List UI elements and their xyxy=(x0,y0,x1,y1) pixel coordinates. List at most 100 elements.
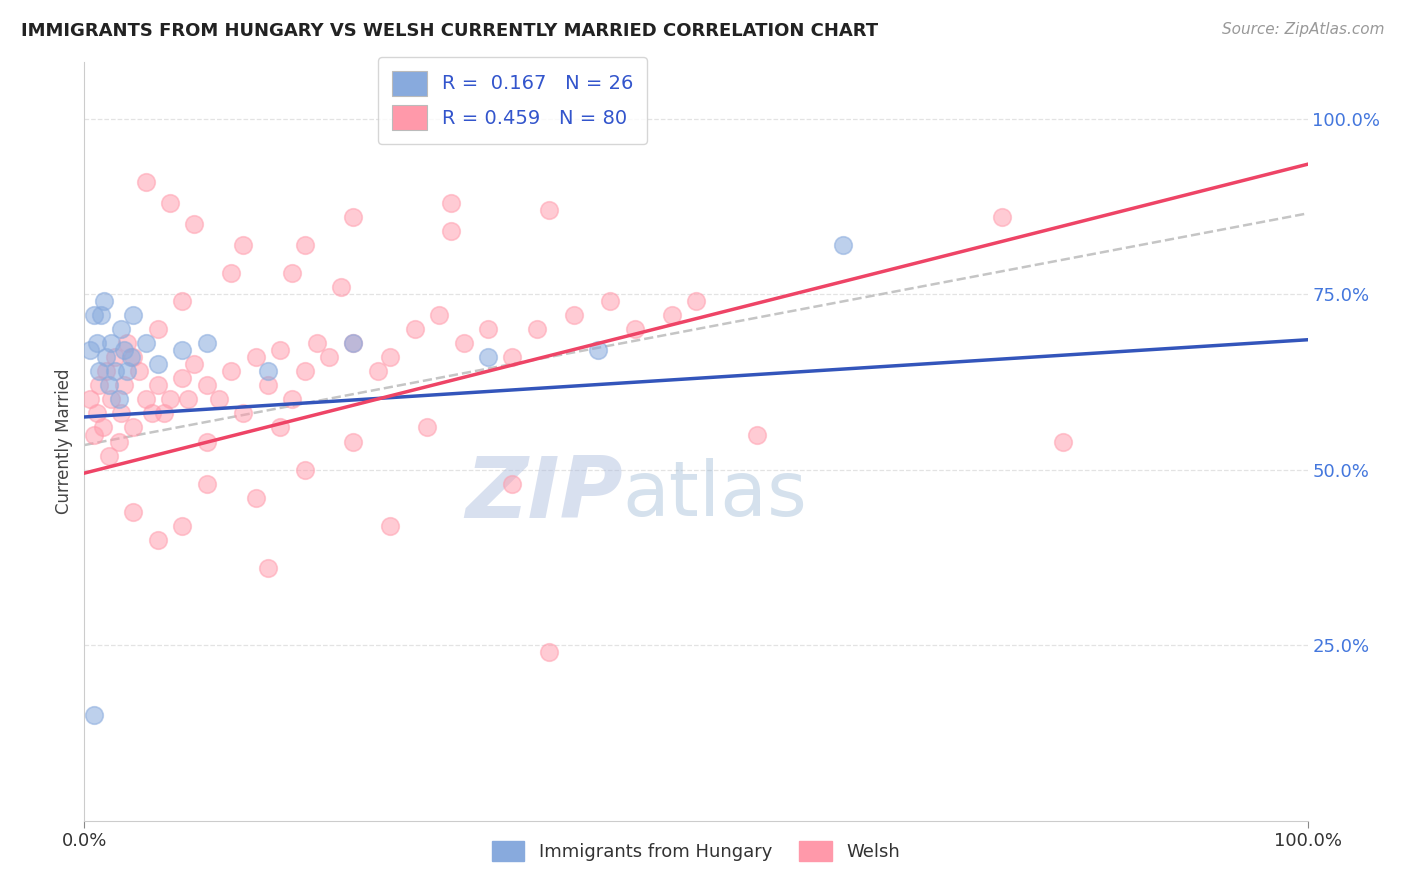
Point xyxy=(269,420,291,434)
Point xyxy=(245,351,267,365)
Point xyxy=(153,407,176,421)
Point xyxy=(477,351,499,365)
Point xyxy=(342,336,364,351)
Point xyxy=(599,294,621,309)
Point xyxy=(107,434,129,449)
Point xyxy=(146,357,169,371)
Point xyxy=(195,378,218,392)
Point xyxy=(90,308,112,322)
Point xyxy=(330,280,353,294)
Point xyxy=(97,449,120,463)
Point xyxy=(87,364,110,378)
Point xyxy=(502,351,524,365)
Point xyxy=(294,462,316,476)
Point xyxy=(122,505,145,519)
Point xyxy=(100,392,122,407)
Point xyxy=(110,322,132,336)
Point xyxy=(104,364,127,378)
Point xyxy=(538,202,561,217)
Point xyxy=(281,392,304,407)
Point xyxy=(257,378,280,392)
Point xyxy=(195,476,218,491)
Point xyxy=(183,357,205,371)
Point xyxy=(747,427,769,442)
Point xyxy=(79,343,101,358)
Point xyxy=(195,434,218,449)
Point xyxy=(685,294,707,309)
Point xyxy=(477,322,499,336)
Point xyxy=(404,322,426,336)
Point xyxy=(128,364,150,378)
Point xyxy=(342,336,364,351)
Point xyxy=(305,336,328,351)
Point xyxy=(177,392,200,407)
Point xyxy=(257,561,280,575)
Point xyxy=(172,518,194,533)
Point xyxy=(141,407,163,421)
Point xyxy=(96,351,118,365)
Point xyxy=(661,308,683,322)
Point xyxy=(1052,434,1074,449)
Point xyxy=(281,266,304,280)
Point xyxy=(562,308,585,322)
Point xyxy=(107,392,129,407)
Point xyxy=(232,407,254,421)
Point xyxy=(115,336,138,351)
Point xyxy=(245,491,267,505)
Point xyxy=(110,407,132,421)
Point xyxy=(367,364,389,378)
Text: ZIP: ZIP xyxy=(465,453,623,536)
Point xyxy=(440,224,463,238)
Point xyxy=(91,420,114,434)
Legend: Immigrants from Hungary, Welsh: Immigrants from Hungary, Welsh xyxy=(485,834,907,869)
Point xyxy=(232,238,254,252)
Point xyxy=(86,336,108,351)
Point xyxy=(257,364,280,378)
Point xyxy=(342,434,364,449)
Point xyxy=(146,322,169,336)
Point xyxy=(172,294,194,309)
Point xyxy=(96,364,118,378)
Point xyxy=(159,392,181,407)
Point xyxy=(831,238,853,252)
Point xyxy=(269,343,291,358)
Point xyxy=(135,175,157,189)
Point xyxy=(115,364,138,378)
Point xyxy=(219,364,242,378)
Point xyxy=(172,343,194,358)
Point xyxy=(318,351,340,365)
Point xyxy=(208,392,231,407)
Text: IMMIGRANTS FROM HUNGARY VS WELSH CURRENTLY MARRIED CORRELATION CHART: IMMIGRANTS FROM HUNGARY VS WELSH CURRENT… xyxy=(21,22,879,40)
Point xyxy=(122,308,145,322)
Point xyxy=(183,217,205,231)
Point xyxy=(294,364,316,378)
Point xyxy=(453,336,475,351)
Point xyxy=(135,392,157,407)
Y-axis label: Currently Married: Currently Married xyxy=(55,368,73,515)
Point xyxy=(83,708,105,723)
Text: Source: ZipAtlas.com: Source: ZipAtlas.com xyxy=(1222,22,1385,37)
Point xyxy=(97,378,120,392)
Point xyxy=(526,322,548,336)
Point xyxy=(146,533,169,547)
Point xyxy=(586,343,609,358)
Point xyxy=(146,378,169,392)
Point xyxy=(538,645,561,659)
Point xyxy=(112,343,135,358)
Point xyxy=(79,392,101,407)
Point xyxy=(83,427,105,442)
Text: atlas: atlas xyxy=(623,458,807,532)
Point xyxy=(120,351,142,365)
Point xyxy=(122,420,145,434)
Point xyxy=(135,336,157,351)
Point xyxy=(104,351,127,365)
Point xyxy=(172,371,194,385)
Point xyxy=(991,210,1014,224)
Point xyxy=(86,407,108,421)
Point xyxy=(342,210,364,224)
Point xyxy=(624,322,647,336)
Point xyxy=(112,378,135,392)
Point xyxy=(294,238,316,252)
Point xyxy=(440,195,463,210)
Point xyxy=(159,195,181,210)
